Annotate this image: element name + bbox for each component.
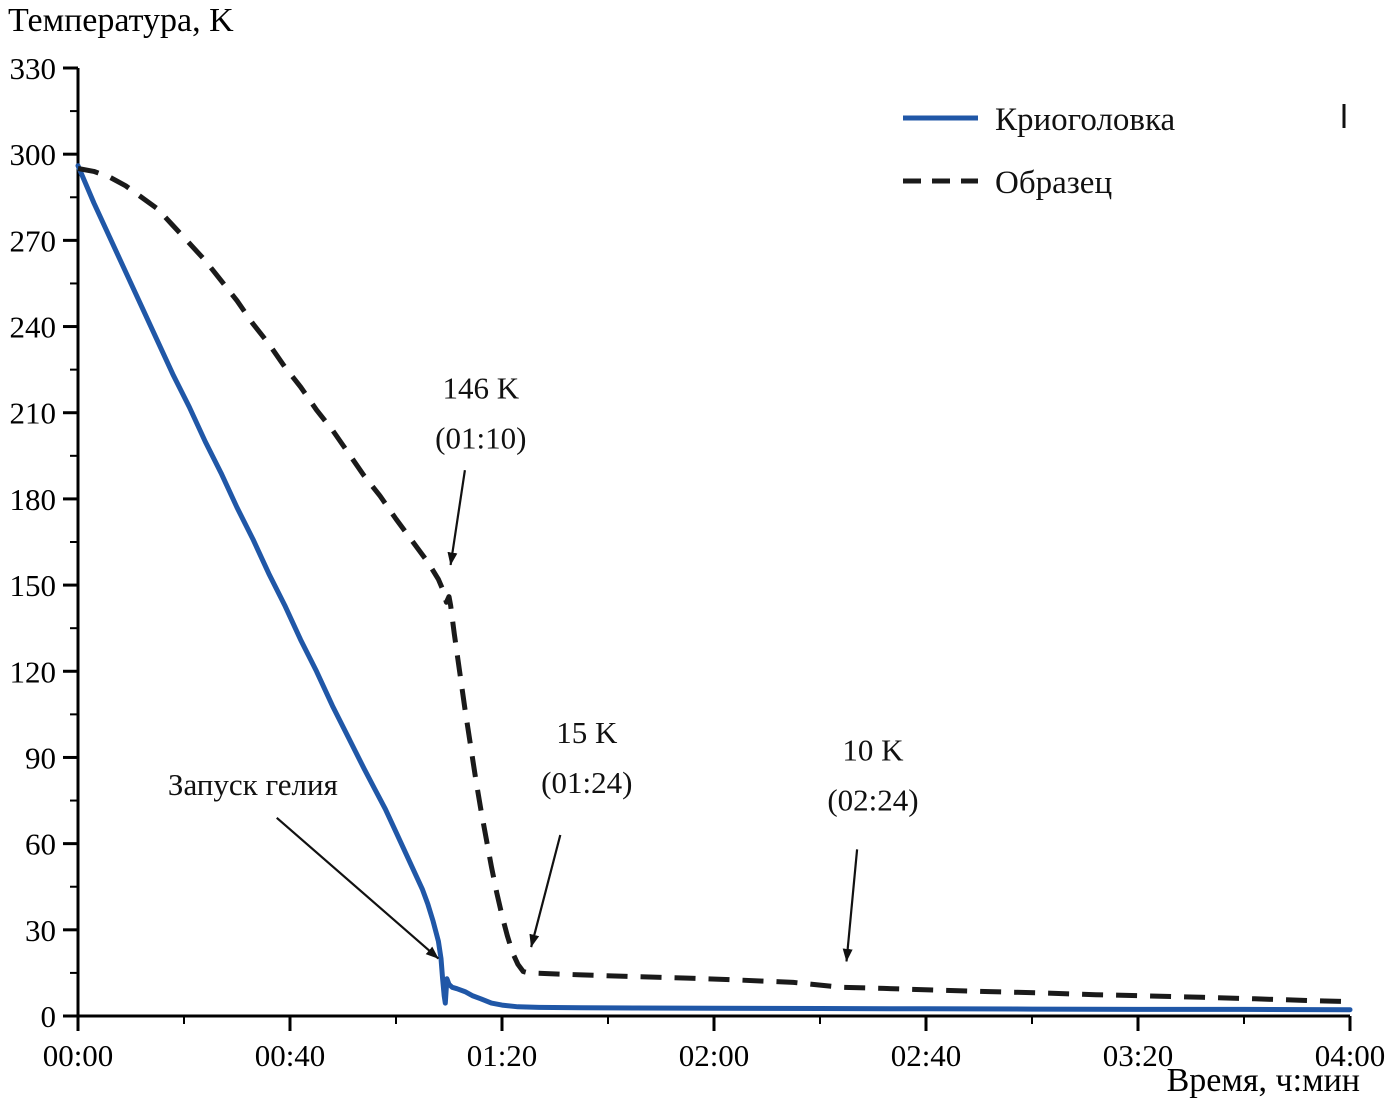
annotation-sample-15k-arrow	[529, 834, 562, 948]
y-tick-label: 150	[10, 568, 57, 603]
series-sample-line	[77, 166, 1351, 1005]
annotation-sample-146k-arrow	[447, 470, 466, 566]
y-tick-label: 0	[41, 999, 57, 1034]
y-tick-label: 180	[10, 482, 57, 517]
annotation-helium-start-label: Запуск гелия	[168, 767, 338, 802]
y-tick-label: 60	[25, 827, 56, 862]
x-axis-title: Время, ч:мин	[1166, 1062, 1360, 1099]
annotation-sample-15k-label: 15 K (01:24)	[541, 715, 632, 800]
x-tick-label: 01:20	[467, 1038, 538, 1073]
annotation-sample-146k-label: 146 K (01:10)	[435, 370, 526, 455]
annotation-sample-10k-label: 10 K (02:24)	[827, 732, 918, 817]
annotation-helium-start-arrow	[276, 816, 440, 960]
y-tick-label: 330	[10, 51, 57, 86]
y-tick-label: 90	[25, 740, 56, 775]
x-tick-label: 02:00	[679, 1038, 750, 1073]
y-tick-label: 270	[10, 223, 57, 258]
x-tick-label: 00:00	[43, 1038, 114, 1073]
x-tick-label: 03:20	[1103, 1038, 1174, 1073]
annotation-sample-10k-arrow	[842, 849, 859, 962]
y-tick-label: 120	[10, 654, 57, 689]
y-tick-label: 210	[10, 396, 57, 431]
x-tick-label: 00:40	[255, 1038, 326, 1073]
legend-sample-label: Образец	[995, 165, 1112, 201]
y-tick-label: 300	[10, 137, 57, 172]
y-tick-label: 240	[10, 310, 57, 345]
legend-cryohead-label: Криоголовка	[995, 102, 1176, 138]
series-cryohead-line	[75, 163, 1353, 1013]
y-tick-label: 30	[25, 913, 56, 948]
y-axis-title: Температура, K	[8, 2, 234, 39]
x-tick-label: 02:40	[891, 1038, 962, 1073]
x-tick-label: 04:00	[1315, 1038, 1386, 1073]
